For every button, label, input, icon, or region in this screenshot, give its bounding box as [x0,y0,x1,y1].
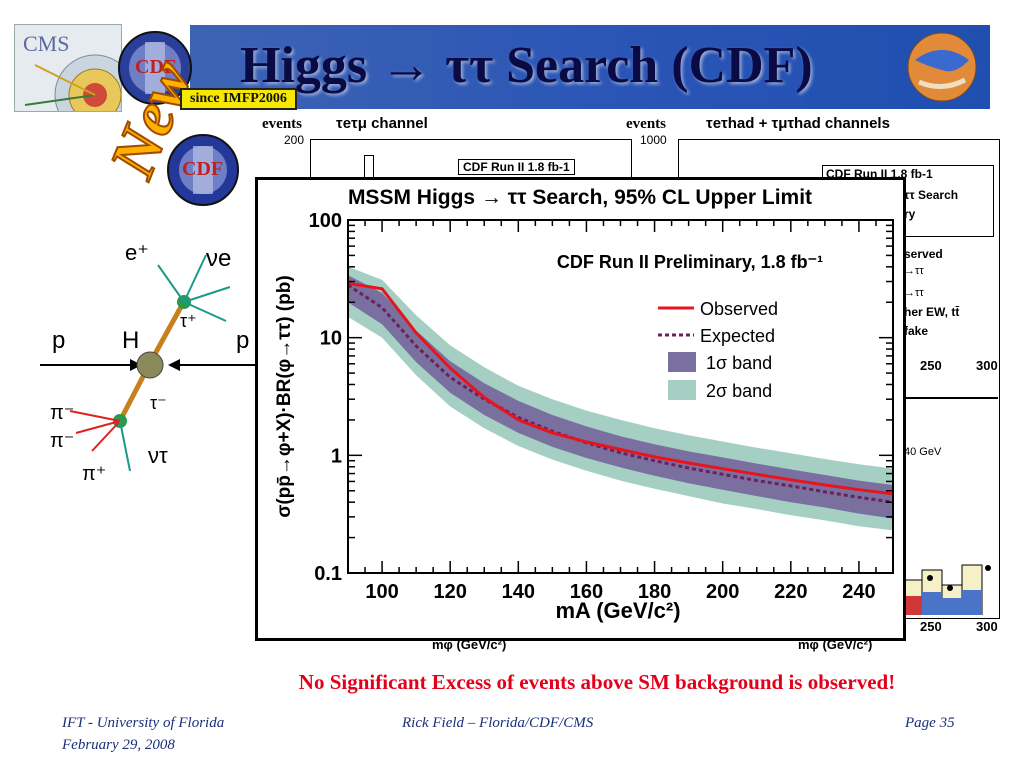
bg-right-tick-250-a: 250 [920,358,942,373]
bg-right-frag-1: ττ Search [904,188,959,202]
feynman-diagram: e⁺ νe τ⁺ p H p τ⁻ π⁻ π⁻ π⁺ ντ [30,225,260,495]
cdf-logo-icon [167,134,239,206]
y-tick-label: 1 [331,445,342,467]
x-tick-label: 180 [638,581,671,603]
label-pi-minus-2: π⁻ [50,430,75,452]
bg-left-channel: τeτμ channel [336,115,428,132]
legend-1sigma-swatch [668,352,696,372]
bg-right-tick-300-a: 300 [976,358,998,373]
label-pi-plus: π⁺ [82,463,107,485]
ift-globe-logo [905,30,980,105]
bg-left-frame [310,139,632,180]
bg-right-panel: events τeτhad + τμτhad channels 1000 CDF… [626,115,1016,660]
legend-1sigma-label: 1σ band [706,353,772,373]
label-tau-plus: τ⁺ [180,311,197,331]
label-pi-minus-1: π⁻ [50,402,75,424]
cdf-logo-top: CDF [115,28,195,108]
slide-title: Higgs → ττ Search (CDF) [240,37,813,94]
cdf-logo-left: CDF [165,132,241,208]
legend-2sigma-swatch [668,380,696,400]
bg-right-frag-4: →ττ [904,265,924,277]
chart-subtitle: CDF Run II Preliminary, 1.8 fb⁻¹ [557,252,823,272]
label-e-plus: e⁺ [125,240,149,265]
label-p-left: p [52,327,66,354]
bg-left-ytick-top: 200 [284,133,305,147]
bg-right-ylabel: events [626,116,666,132]
label-p-right: p [236,327,250,354]
series-expected-line [347,283,894,504]
footer-page: Page 35 [905,715,955,731]
chart-title: MSSM Higgs → ττ Search, 95% CL Upper Lim… [348,186,812,209]
feynman-diagram-svg [40,254,260,472]
x-tick-label: 100 [365,581,398,603]
x-tick-label: 220 [774,581,807,603]
x-tick-label: 240 [842,581,875,603]
label-nu-tau: ντ [148,443,168,468]
x-tick-label: 140 [502,581,535,603]
bg-right-tick-300-b: 300 [976,619,998,634]
plot-frame [347,219,894,574]
cms-logo: CMS [14,24,136,136]
cdf-logo-label: CDF [135,56,177,78]
bg-right-frag-2: ry [904,207,916,221]
bg-right-frag-3: served [904,247,943,261]
legend-2sigma-label: 2σ band [706,381,772,401]
bg-right-histogram-svg [899,564,991,616]
y-tick-label: 10 [320,328,342,350]
limit-chart-svg: MSSM Higgs → ττ Search, 95% CL Upper Lim… [274,186,894,623]
bg-left-ylabel: events [262,116,302,132]
footer-author: Rick Field – Florida/CDF/CMS [402,715,594,731]
bg-right-frag-8: 40 GeV [904,446,942,458]
label-tau-minus: τ⁻ [150,393,167,413]
footer-date: February 29, 2008 [62,737,175,753]
series-observed-line [347,281,894,496]
bg-right-divider [900,397,998,399]
cdf-logo-label-2: CDF [182,158,224,180]
bg-right-tick-250-b: 250 [920,619,942,634]
bg-left-bar [364,155,374,179]
limit-chart: MSSM Higgs → ττ Search, 95% CL Upper Lim… [255,177,906,641]
y-axis-label: σ(pp̄→φ+X)·BR(φ→ττ) (pb) [274,275,295,517]
x-tick-label: 120 [434,581,467,603]
label-nu-e: νe [206,245,232,272]
title-bar [190,25,990,109]
x-axis-label: mA (GeV/c²) [555,598,680,623]
cdf-logo-icon [118,31,192,105]
legend-expected-label: Expected [700,326,775,346]
x-tick-label: 200 [706,581,739,603]
bg-right-histogram [899,560,996,616]
y-tick-label: 0.1 [314,563,342,585]
footer-affiliation: IFT - University of Florida [62,715,225,731]
headline: No Significant Excess of events above SM… [298,670,896,694]
globe-icon [907,32,977,102]
bg-right-frag-6: her EW, tt̄ [904,305,960,319]
since-tag: since IMFP2006 [180,88,297,110]
bg-right-ytick-top: 1000 [640,133,667,147]
bg-right-frag-7: fake [904,324,929,338]
bg-left-legend: CDF Run II 1.8 fb-1 [458,159,575,175]
x-tick-label: 160 [570,581,603,603]
label-higgs: H [122,327,140,354]
y-tick-label: 100 [309,210,342,232]
legend-observed-label: Observed [700,299,778,319]
cms-logo-label: CMS [23,31,70,56]
bg-right-frag-5: →ττ [904,287,924,299]
bg-right-channel: τeτhad + τμτhad channels [706,115,890,132]
